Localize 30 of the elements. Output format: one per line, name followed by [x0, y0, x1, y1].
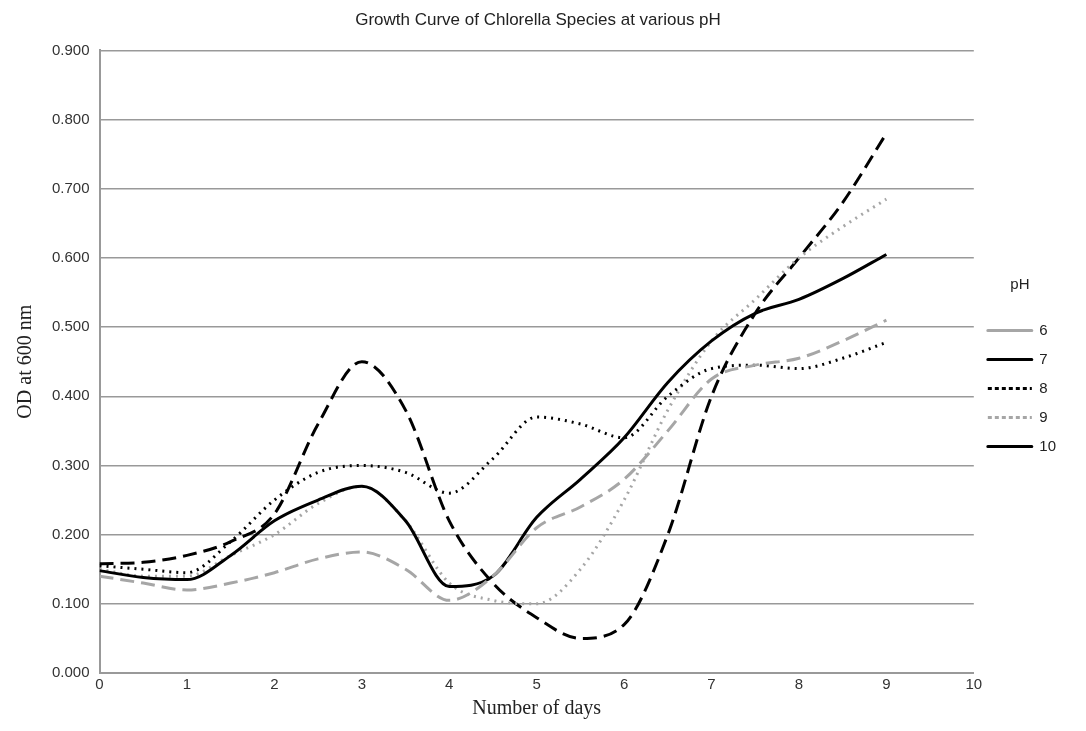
- legend-label: 10: [1039, 436, 1056, 454]
- legend-label: 6: [1039, 320, 1048, 338]
- x-tick-label: 4: [445, 675, 454, 693]
- x-tick-label: 10: [965, 675, 983, 693]
- y-tick-label: 0.000: [51, 663, 90, 681]
- y-tick-label: 0.200: [51, 524, 90, 542]
- y-tick-label: 0.700: [51, 178, 90, 196]
- legend-label: 9: [1039, 407, 1048, 425]
- legend-label: 8: [1039, 378, 1048, 396]
- legend-title: pH: [1010, 274, 1030, 292]
- legend-label: 7: [1039, 349, 1048, 367]
- x-tick-label: 5: [532, 675, 541, 693]
- y-tick-label: 0.800: [51, 109, 90, 127]
- y-axis-title: OD at 600 nm: [13, 304, 36, 419]
- x-tick-label: 7: [707, 675, 716, 693]
- x-tick-label: 0: [95, 675, 104, 693]
- y-tick-label: 0.900: [51, 40, 90, 58]
- y-tick-label: 0.600: [51, 248, 90, 266]
- chart-title: Growth Curve of Chlorella Species at various pH: [355, 9, 721, 29]
- y-tick-label: 0.400: [51, 386, 90, 404]
- y-tick-label: 0.500: [51, 317, 90, 335]
- x-tick-label: 3: [357, 675, 366, 693]
- x-tick-label: 9: [882, 675, 891, 693]
- y-tick-label: 0.300: [51, 455, 90, 473]
- x-tick-label: 6: [619, 675, 629, 693]
- x-tick-label: 8: [794, 675, 804, 693]
- y-tick-label: 0.100: [51, 593, 90, 611]
- x-axis-title: Number of days: [472, 696, 602, 720]
- x-tick-label: 1: [182, 675, 192, 693]
- x-tick-label: 2: [270, 675, 279, 693]
